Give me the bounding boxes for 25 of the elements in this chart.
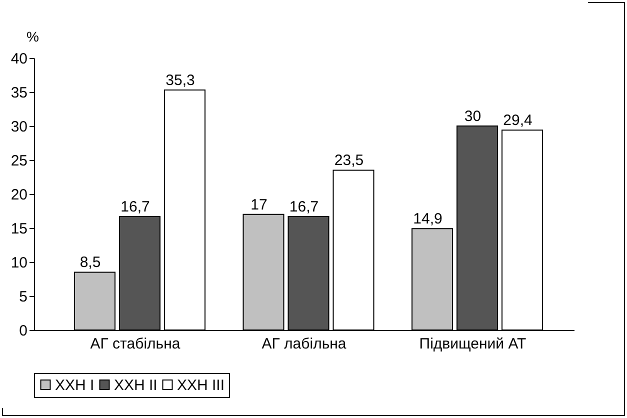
y-tick-label: 35 [10,84,28,102]
data-label: 8,5 [80,254,101,272]
x-tick-label: Підвищений АТ [419,336,526,352]
y-tick-label: 0 [19,322,28,340]
x-tick-label: АГ лабільна [262,336,347,352]
y-axis-title: % [26,28,39,44]
legend-label: ХХН I [55,376,94,394]
data-label: 16,7 [289,198,319,216]
data-label: 17 [250,196,268,214]
y-tick-label: 5 [19,288,28,306]
data-label: 16,7 [120,198,150,216]
y-tick-label: 40 [10,50,28,68]
data-label: 23,5 [334,152,364,170]
data-label: 29,4 [503,112,532,130]
legend-label: ХХН III [177,376,225,394]
x-tick-label: АГ стабільна [90,336,181,352]
data-label: 35,3 [166,72,195,89]
legend-label: ХХН II [114,376,158,394]
data-label: 14,9 [413,210,442,228]
y-tick-label: 10 [10,254,28,272]
y-tick-label: 15 [10,220,28,238]
y-tick-label: 20 [10,186,28,204]
y-tick-label: 25 [10,152,28,170]
y-tick-label: 30 [10,118,28,136]
data-label: 30 [464,108,482,125]
